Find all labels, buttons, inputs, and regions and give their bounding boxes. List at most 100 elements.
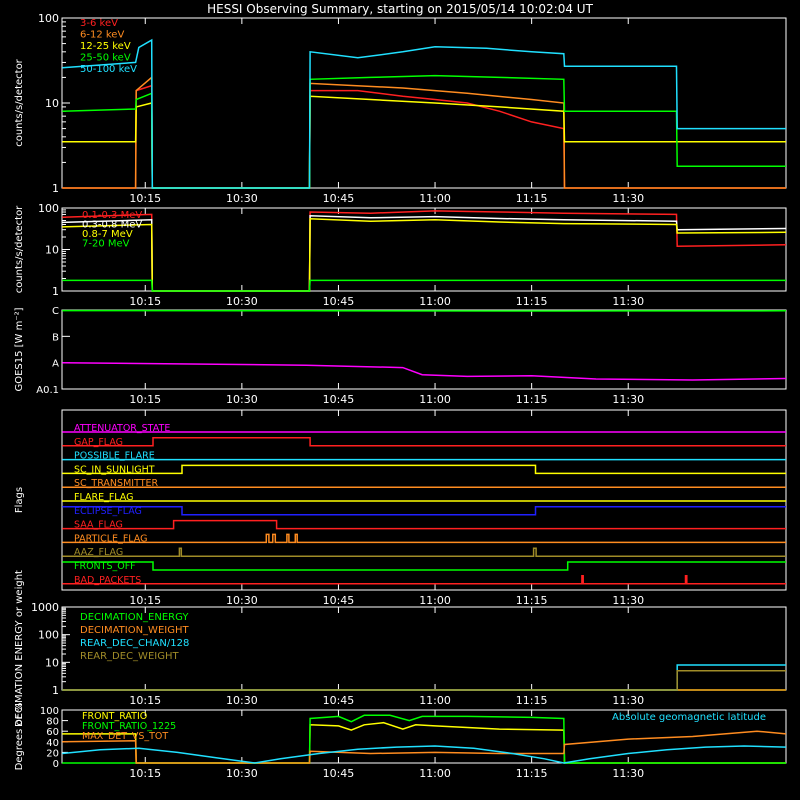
x-tick-label: 11:15 <box>516 192 548 205</box>
flag-line <box>62 506 786 516</box>
legend-entry: 0.8-7 MeV <box>82 229 133 240</box>
series-line <box>62 38 786 189</box>
x-tick-label: 10:30 <box>226 393 258 406</box>
legend-entry: FRONT_RATIO <box>82 711 147 722</box>
x-tick-label: 10:45 <box>323 393 355 406</box>
x-tick-label: 10:45 <box>323 767 355 780</box>
legend-entry: 12-25 keV <box>80 41 131 52</box>
flag-line <box>62 437 786 447</box>
x-tick-label: 11:15 <box>516 594 548 607</box>
y-tick-label: A0.1 <box>36 385 59 396</box>
flag-label: SAA_FLAG <box>74 520 123 531</box>
y-tick-label: 100 <box>38 629 59 642</box>
x-tick-label: 10:45 <box>323 594 355 607</box>
x-tick-label: 11:15 <box>516 767 548 780</box>
y-axis-label-0: counts/s/detector <box>14 58 25 146</box>
x-tick-label: 10:30 <box>226 767 258 780</box>
series-line <box>62 714 786 764</box>
flag-line <box>62 547 786 557</box>
flag-label: BAD_PACKETS <box>74 575 141 586</box>
x-tick-label: 10:30 <box>226 192 258 205</box>
flag-label: GAP_FLAG <box>74 437 123 448</box>
flag-label: FLARE_FLAG <box>74 492 134 503</box>
panel-frame-5 <box>61 709 787 764</box>
y-tick-label: 40 <box>46 738 59 749</box>
series-line <box>62 279 786 292</box>
legend-entry: 25-50 keV <box>80 53 131 64</box>
legend-entry: 50-100 keV <box>80 64 137 75</box>
y-axis-label-3: Flags <box>14 487 25 513</box>
legend-entry: MAX_DET_VS_TOT <box>82 731 168 742</box>
panel-frame-2 <box>61 309 787 390</box>
legend-entry: FRONT_RATIO_1225 <box>82 721 176 732</box>
x-tick-label: 11:15 <box>516 393 548 406</box>
y-tick-label: B <box>52 332 59 343</box>
x-tick-label: 10:45 <box>323 295 355 308</box>
y-tick-label: 100 <box>40 706 59 717</box>
x-tick-label: 11:00 <box>419 393 451 406</box>
series-line <box>62 95 786 189</box>
flag-line <box>62 561 786 571</box>
series-line <box>62 210 787 292</box>
x-tick-label: 10:15 <box>129 295 161 308</box>
legend-entry: 0.1-0.3 MeV <box>82 210 142 221</box>
series-line <box>62 361 787 381</box>
x-tick-label: 10:15 <box>129 767 161 780</box>
panel-frame-3 <box>61 409 787 591</box>
x-tick-label: 11:30 <box>612 594 644 607</box>
flag-label: PARTICLE_FLAG <box>74 533 147 544</box>
x-tick-label: 11:30 <box>612 295 644 308</box>
y-tick-label: 1 <box>52 182 59 195</box>
x-tick-label: 11:00 <box>419 767 451 780</box>
y-tick-label: 1 <box>52 684 59 697</box>
series-line <box>62 669 786 691</box>
flag-label: AAZ_FLAG <box>74 547 123 558</box>
legend-entry: 0.3-0.8 MeV <box>82 220 142 231</box>
flag-line <box>62 575 786 585</box>
flag-label: SC_IN_SUNLIGHT <box>74 464 155 475</box>
legend-entry: 7-20 MeV <box>82 239 130 250</box>
y-tick-label: C <box>52 306 59 317</box>
y-axis-label-1: counts/s/detector <box>14 205 25 293</box>
x-tick-label: 10:15 <box>129 694 161 707</box>
flag-label: ECLIPSE_FLAG <box>74 506 142 517</box>
chart-title: HESSI Observing Summary, starting on 201… <box>207 2 593 16</box>
x-tick-label: 11:00 <box>419 594 451 607</box>
series-line <box>62 84 786 189</box>
x-tick-label: 10:45 <box>323 192 355 205</box>
x-tick-label: 11:15 <box>516 295 548 308</box>
legend-entry: DECIMATION_ENERGY <box>80 612 189 623</box>
series-line <box>62 745 787 764</box>
y-axis-label-5: Degrees or % <box>14 703 25 771</box>
flag-label: SC_TRANSMITTER <box>74 478 159 489</box>
y-tick-label: 10 <box>45 97 59 110</box>
y-tick-label: 0 <box>53 759 59 770</box>
x-tick-label: 10:15 <box>129 393 161 406</box>
y-tick-label: 10 <box>45 244 59 257</box>
y-tick-label: 100 <box>38 202 59 215</box>
x-tick-label: 11:30 <box>612 767 644 780</box>
x-tick-label: 11:15 <box>516 694 548 707</box>
series-line <box>62 74 786 189</box>
y-tick-label: 100 <box>38 12 59 25</box>
legend-entry: 3-6 keV <box>80 18 118 29</box>
y-tick-label: 60 <box>46 727 59 738</box>
y-axis-label-4: DECIMATION ENERGY or weight <box>14 570 25 727</box>
legend-entry: DECIMATION_WEIGHT <box>80 625 189 636</box>
legend-entry: Absolute geomagnetic latitude <box>612 712 766 723</box>
y-tick-label: 10 <box>45 656 59 669</box>
y-axis-label-2: GOES15 [W m⁻²] <box>14 307 25 391</box>
x-tick-label: 10:45 <box>323 694 355 707</box>
flag-label: FRONTS_OFF <box>74 561 136 572</box>
x-tick-label: 11:30 <box>612 694 644 707</box>
flag-line <box>62 464 786 475</box>
x-tick-label: 10:15 <box>129 192 161 205</box>
x-tick-label: 11:00 <box>419 694 451 707</box>
x-tick-label: 11:30 <box>612 393 644 406</box>
series-line <box>62 730 787 764</box>
flag-label: POSSIBLE_FLARE <box>74 451 155 462</box>
flag-line <box>62 519 786 530</box>
y-tick-label: 1 <box>52 285 59 298</box>
flag-line <box>62 533 786 544</box>
